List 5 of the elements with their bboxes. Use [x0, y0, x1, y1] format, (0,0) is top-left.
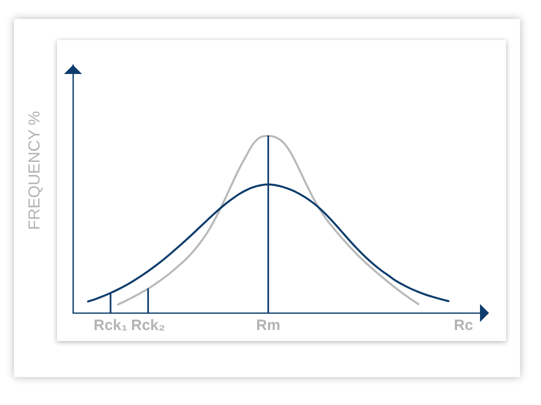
x-tick-label: Rc — [454, 317, 474, 334]
x-tick-label: Rck₂ — [130, 317, 166, 334]
x-tick-label: Rck₁ — [94, 317, 128, 334]
y-axis-title: FREQUENCY % — [26, 110, 44, 230]
x-tick-label: Rm — [256, 317, 280, 334]
